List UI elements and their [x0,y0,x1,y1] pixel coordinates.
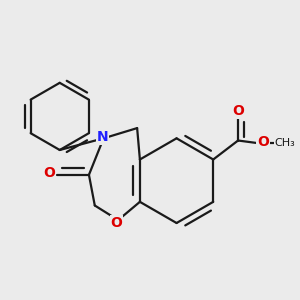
Text: CH₃: CH₃ [274,138,295,148]
Text: O: O [111,216,123,230]
Text: O: O [257,135,269,149]
Text: O: O [44,167,56,180]
Text: O: O [232,104,244,118]
Text: N: N [96,130,108,144]
